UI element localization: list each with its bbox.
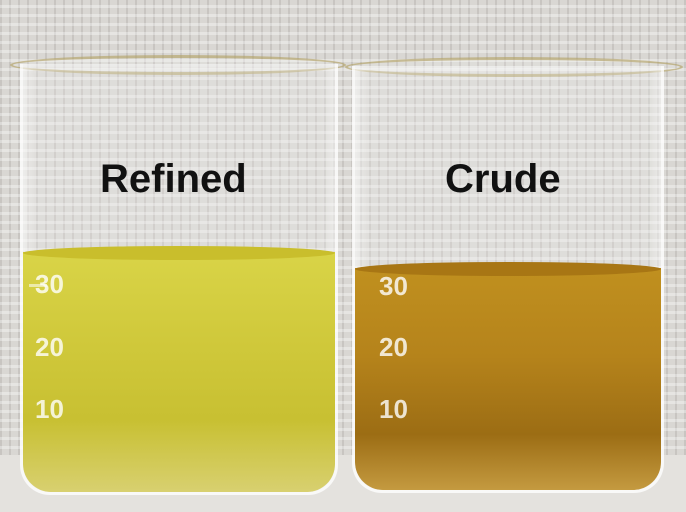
graduation-line	[29, 284, 47, 287]
beaker-rim-refined	[10, 55, 346, 75]
refined-oil	[23, 246, 335, 492]
graduation-30: 30	[35, 269, 64, 299]
label-crude: Crude	[445, 157, 561, 201]
beaker-refined: 30 20 10	[20, 64, 338, 495]
meniscus	[23, 246, 335, 260]
label-refined: Refined	[100, 157, 247, 201]
beaker-crude: 30 20 10	[352, 66, 664, 493]
meniscus	[355, 262, 661, 276]
crude-oil	[355, 262, 661, 490]
graduation-10: 10	[35, 394, 64, 424]
graduation-20: 20	[379, 332, 408, 362]
graduation-20: 20	[35, 332, 64, 362]
graduation-30: 30	[379, 271, 408, 301]
beaker-rim-crude	[345, 57, 683, 77]
graduation-10: 10	[379, 394, 408, 424]
